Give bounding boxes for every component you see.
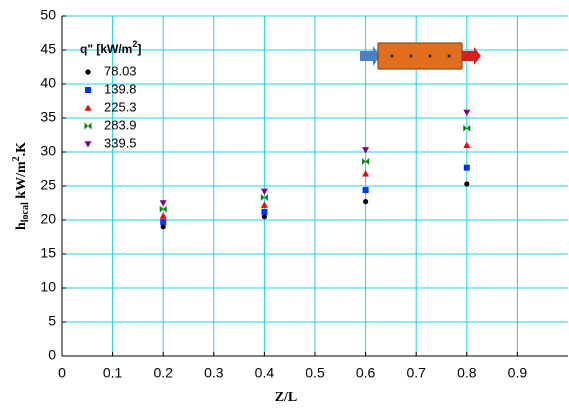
legend-label: 283.9 xyxy=(104,117,137,132)
legend-marker xyxy=(84,104,92,111)
x-axis-label: Z/L xyxy=(275,390,298,405)
data-point xyxy=(160,224,166,230)
x-tick-label: 0.9 xyxy=(508,365,528,381)
legend-marker xyxy=(84,141,92,148)
data-point xyxy=(160,219,167,226)
data-point xyxy=(261,208,268,215)
data-point xyxy=(362,158,370,166)
y-axis-label: hlocal kW/m2.K xyxy=(11,142,31,230)
legend-title-part: q" [kW/m xyxy=(80,42,132,56)
x-tick-label: 0.8 xyxy=(457,365,477,381)
y-tick-label: 20 xyxy=(40,211,56,227)
y-tick-label: 5 xyxy=(48,313,56,329)
y-tick-label: 45 xyxy=(40,41,56,57)
y-tick-label: 50 xyxy=(40,7,56,23)
y-tick-label: 15 xyxy=(40,245,56,261)
data-point xyxy=(260,201,268,208)
x-tick-label: 0.7 xyxy=(406,365,426,381)
sensor xyxy=(409,54,413,58)
data-point xyxy=(159,200,167,207)
grid xyxy=(61,15,568,357)
y-tick-label: 10 xyxy=(40,279,56,295)
x-tick-label: 0 xyxy=(58,365,66,381)
data-point xyxy=(260,194,268,202)
legend-title: q" [kW/m2] xyxy=(80,39,141,56)
data-point xyxy=(260,188,268,195)
data-point xyxy=(463,141,471,148)
data-point xyxy=(463,124,471,132)
y-tick-label: 35 xyxy=(40,109,56,125)
x-tick-label: 0.4 xyxy=(255,365,275,381)
y-tick-label: 25 xyxy=(40,177,56,193)
data-point xyxy=(159,212,167,219)
x-tick-label: 0.3 xyxy=(204,365,224,381)
data-point xyxy=(159,205,167,213)
x-tick-label: 0.6 xyxy=(356,365,376,381)
y-label-part: .K xyxy=(14,142,29,157)
legend-label: 225.3 xyxy=(104,99,137,114)
data-point xyxy=(363,199,369,205)
sensor xyxy=(428,54,432,58)
data-point xyxy=(464,181,470,187)
y-label-sup: 2 xyxy=(11,156,22,161)
legend-title-sup: 2 xyxy=(132,39,137,49)
y-tick-label: 40 xyxy=(40,75,56,91)
y-tick-label: 30 xyxy=(40,143,56,159)
data-point xyxy=(362,147,370,154)
inlet-arrow xyxy=(360,46,380,66)
y-tick-label: 0 xyxy=(48,347,56,363)
data-point xyxy=(261,214,267,220)
legend-label: 139.8 xyxy=(104,81,137,96)
sensor xyxy=(390,54,394,58)
y-label-part: kW/m xyxy=(14,161,29,202)
legend-marker xyxy=(84,122,92,130)
x-tick-label: 0.2 xyxy=(153,365,173,381)
inset-diagram xyxy=(360,42,481,70)
sensor xyxy=(447,54,451,58)
x-tick-label: 0.5 xyxy=(305,365,325,381)
y-label-part: h xyxy=(14,222,29,230)
legend-label: 78.03 xyxy=(104,63,137,78)
data-point xyxy=(362,170,370,177)
legend-title-part: ] xyxy=(137,42,141,56)
y-label-sub: local xyxy=(20,202,31,222)
data-point xyxy=(463,109,471,117)
outlet-arrow xyxy=(462,47,481,65)
data-point xyxy=(362,187,369,194)
legend-marker xyxy=(85,87,91,93)
x-tick-label: 0.1 xyxy=(103,365,123,381)
legend-marker xyxy=(85,69,91,75)
data-point xyxy=(463,164,470,171)
legend-label: 339.5 xyxy=(104,135,137,150)
